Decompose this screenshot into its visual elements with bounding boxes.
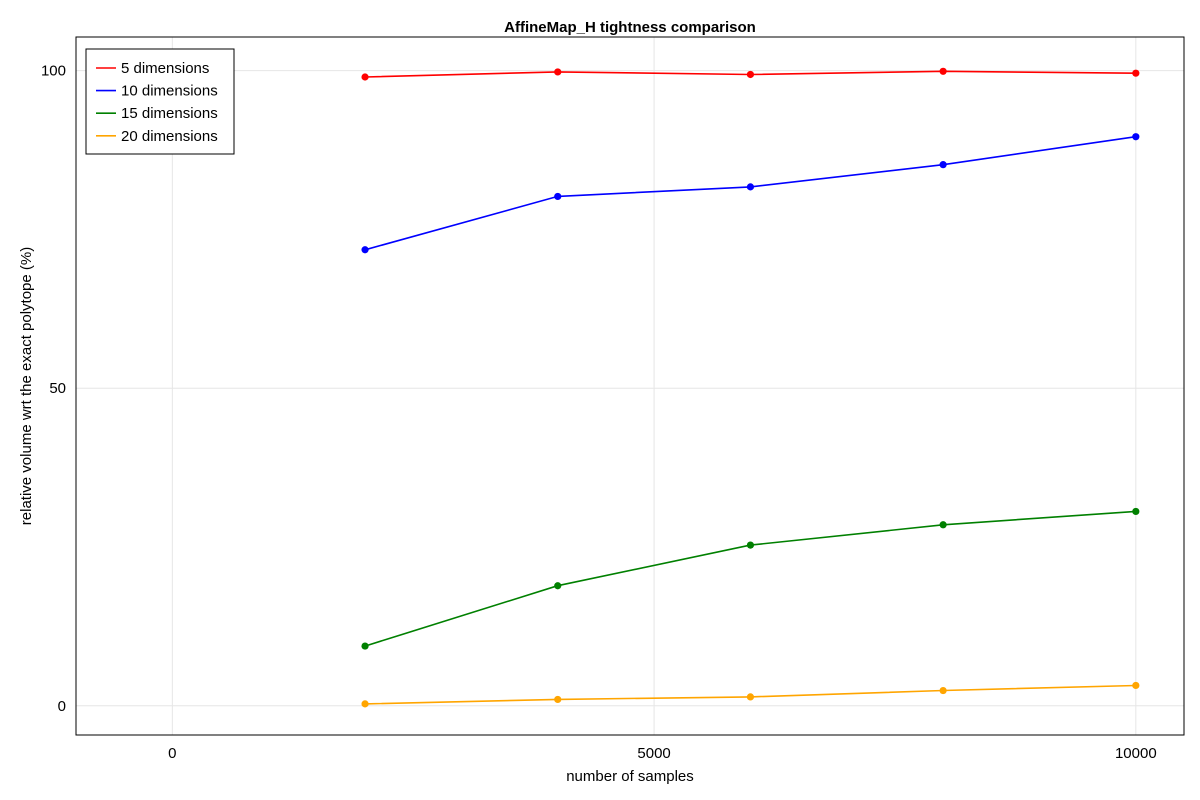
chart-title: AffineMap_H tightness comparison <box>504 19 756 36</box>
data-point <box>361 73 369 81</box>
x-tick-label: 5000 <box>637 745 670 762</box>
series-4 <box>361 681 1140 708</box>
series-line <box>364 510 1136 647</box>
data-point <box>746 541 755 549</box>
data-point <box>361 700 369 708</box>
grid <box>76 37 1184 735</box>
series-1 <box>361 67 1140 81</box>
data-point <box>1132 681 1140 690</box>
y-tick-label: 50 <box>49 380 66 397</box>
legend-label: 5 dimensions <box>121 60 209 77</box>
data-point <box>361 246 369 254</box>
series <box>361 67 1140 708</box>
data-point <box>939 686 947 695</box>
data-point <box>554 582 562 590</box>
plot-frame <box>75 36 1185 736</box>
x-axis-title: number of samples <box>566 768 694 785</box>
data-point <box>361 642 369 650</box>
legend-label: 20 dimensions <box>121 128 218 145</box>
data-point <box>1132 133 1140 141</box>
x-axis-ticks: 0 5000 10000 <box>168 745 1157 762</box>
series-3 <box>361 507 1140 650</box>
series-line <box>364 135 1136 251</box>
data-point <box>746 693 755 701</box>
y-tick-label: 100 <box>41 63 66 80</box>
data-point <box>746 183 755 191</box>
data-point <box>554 68 562 76</box>
series-2 <box>361 133 1140 254</box>
data-point <box>746 70 755 79</box>
x-tick-label: 10000 <box>1115 745 1157 762</box>
data-point <box>939 521 947 529</box>
data-point <box>554 695 562 704</box>
y-axis-ticks: 0 50 100 <box>41 63 66 715</box>
data-point <box>1132 507 1140 516</box>
y-axis-title: relative volume wrt the exact polytope (… <box>18 247 35 525</box>
y-tick-label: 0 <box>58 698 66 715</box>
legend-label: 15 dimensions <box>121 105 218 122</box>
x-tick-label: 0 <box>168 745 176 762</box>
data-point <box>939 67 947 75</box>
data-point <box>1132 69 1140 77</box>
legend: 5 dimensions 10 dimensions 15 dimensions 20… <box>85 48 235 155</box>
data-point <box>939 161 947 169</box>
data-point <box>554 192 562 201</box>
legend-label: 10 dimensions <box>121 83 218 100</box>
